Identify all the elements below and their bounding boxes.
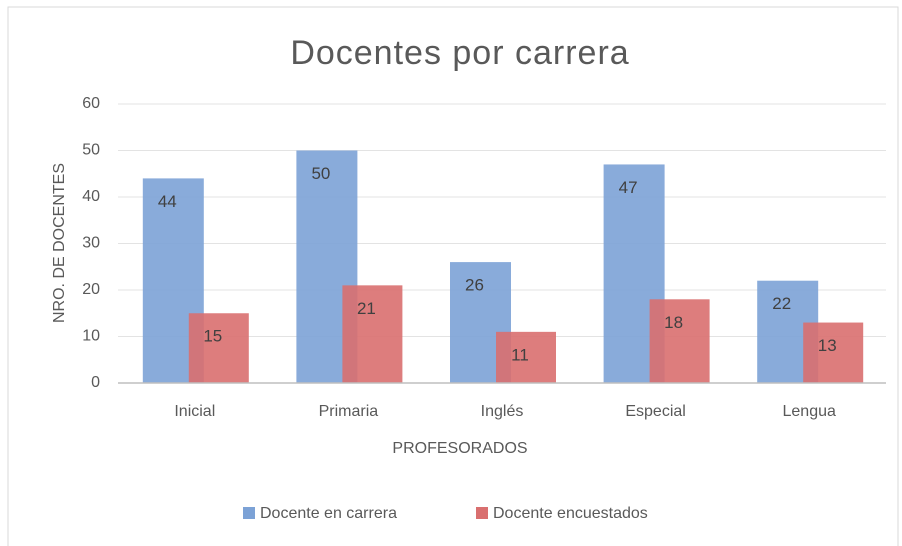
chart-frame [7, 6, 899, 546]
y-tick-label: 30 [82, 235, 100, 252]
y-axis-label: NRO. DE DOCENTES [51, 163, 68, 323]
y-tick-label: 60 [82, 95, 100, 112]
x-tick-label: Lengua [783, 403, 836, 420]
bar [342, 285, 403, 383]
legend-swatch [243, 507, 255, 519]
y-tick-label: 10 [82, 328, 100, 345]
data-label: 18 [664, 313, 683, 332]
chart-title: Docentes por carrera [290, 34, 629, 72]
legend-swatch [476, 507, 488, 519]
y-tick-label: 40 [82, 188, 100, 205]
data-label: 50 [311, 164, 330, 183]
x-tick-label: Especial [625, 403, 685, 420]
data-label: 22 [772, 294, 791, 313]
bar [803, 322, 864, 383]
data-label: 47 [619, 178, 638, 197]
bar [496, 331, 556, 383]
data-label: 11 [511, 345, 529, 364]
legend-label: Docente en carrera [260, 505, 397, 522]
data-label: 44 [158, 192, 177, 211]
y-tick-label: 20 [82, 281, 100, 298]
y-tick-label: 0 [91, 374, 100, 391]
bar [649, 299, 710, 383]
y-tick-label: 50 [82, 142, 100, 159]
bar [188, 313, 249, 383]
x-axis-label: PROFESORADOS [392, 440, 527, 457]
x-tick-label: Primaria [319, 403, 379, 420]
data-label: 26 [465, 276, 484, 295]
data-label: 15 [203, 327, 222, 346]
legend-label: Docente encuestados [493, 505, 648, 522]
x-tick-label: Inicial [174, 403, 215, 420]
data-label: 21 [357, 299, 376, 318]
x-tick-label: Inglés [481, 403, 524, 420]
data-label: 13 [818, 336, 837, 355]
